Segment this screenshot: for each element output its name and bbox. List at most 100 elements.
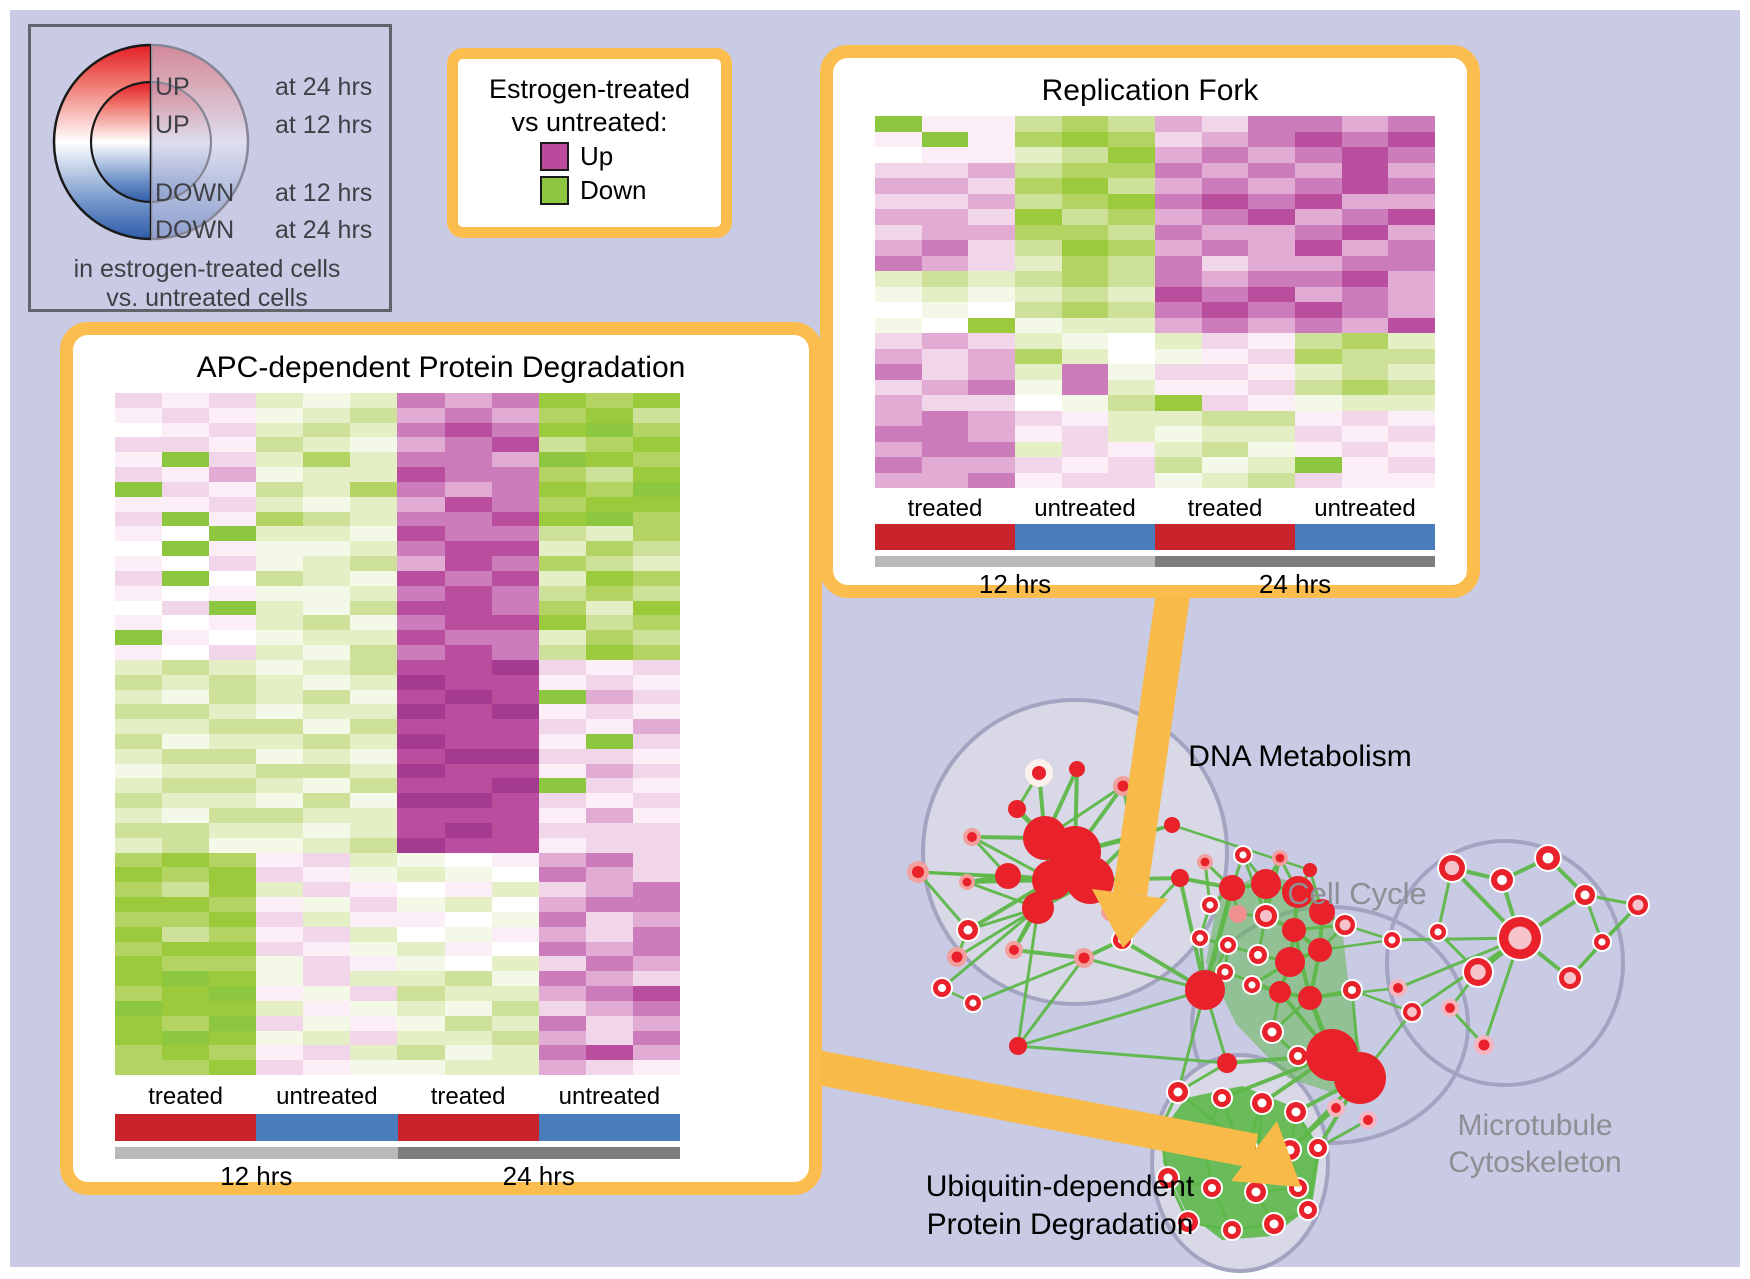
heatmap-cell — [538, 748, 586, 764]
heatmap-cell — [256, 719, 304, 734]
heatmap-cell — [1061, 441, 1109, 457]
heatmap-cell — [1388, 395, 1435, 411]
heatmap-cell — [162, 645, 210, 660]
heatmap-cell — [303, 971, 351, 987]
network-node-center — [1303, 1205, 1313, 1215]
heatmap-cell — [444, 822, 492, 838]
heatmap-cell — [491, 393, 539, 408]
heatmap-cell — [1015, 224, 1062, 240]
heatmap-cell — [350, 437, 398, 453]
heatmap-cell — [350, 407, 398, 423]
heatmap-cell — [632, 1045, 680, 1061]
down-color-swatch — [540, 175, 569, 205]
heatmap-cell — [256, 986, 304, 1001]
heatmap-cell — [1155, 333, 1202, 349]
heatmap-cell — [209, 763, 257, 779]
heatmap-cell — [491, 541, 539, 557]
heatmap-cell — [444, 956, 492, 972]
heatmap-cell — [632, 704, 680, 720]
heatmap-cell — [538, 556, 586, 571]
heatmap-cell — [538, 541, 586, 557]
heatmap-cell — [538, 763, 586, 779]
network-edge — [916, 871, 970, 931]
network-node-center — [1580, 890, 1590, 900]
heatmap-cell — [397, 452, 445, 468]
apc-heatmap — [115, 393, 680, 1075]
heatmap-cell — [585, 822, 633, 838]
heatmap-cell — [115, 1045, 163, 1061]
heatmap-cell — [585, 941, 633, 957]
heatmap-cell — [1155, 271, 1202, 287]
updown-gradient-circle — [52, 41, 253, 245]
heatmap-cell — [1155, 193, 1202, 209]
heatmap-cell — [538, 1060, 586, 1075]
network-node-solid — [1309, 899, 1335, 925]
heatmap-cell — [303, 570, 351, 586]
heatmap-cell — [350, 748, 398, 764]
heatmap-cell — [397, 986, 445, 1001]
heatmap-cell — [875, 317, 922, 333]
heatmap-cell — [397, 734, 445, 749]
heatmap-cell — [1295, 193, 1342, 209]
heatmap-cell — [1108, 348, 1155, 364]
heatmap-cell — [256, 689, 304, 705]
heatmap-cell — [162, 467, 210, 482]
network-node-center — [1598, 938, 1606, 946]
heatmap-cell — [585, 659, 633, 675]
heatmap-cell — [1295, 348, 1342, 364]
heatmap-cell — [209, 630, 257, 646]
heatmap-cell — [875, 178, 922, 194]
heatmap-cell — [491, 822, 539, 838]
heatmap-cell — [162, 452, 210, 468]
heatmap-cell — [444, 393, 492, 408]
heatmap-cell — [538, 1030, 586, 1046]
heatmap-cell — [632, 407, 680, 423]
heatmap-cell — [921, 410, 969, 426]
heatmap-cell — [350, 496, 398, 512]
heatmap-cell — [1341, 426, 1389, 442]
faded-half-overlay — [151, 41, 253, 245]
heatmap-cell — [1295, 147, 1342, 163]
heatmap-cell — [1155, 457, 1202, 473]
network-node-core — [1363, 1115, 1373, 1125]
heatmap-cell — [115, 734, 163, 749]
heatmap-cell — [115, 1030, 163, 1046]
heatmap-cell — [1015, 317, 1062, 333]
heatmap-cell — [1201, 255, 1249, 271]
heatmap-cell — [444, 971, 492, 987]
heatmap-cell — [397, 526, 445, 542]
heatmap-cell — [209, 407, 257, 423]
heatmap-cell — [1108, 364, 1155, 380]
heatmap-cell — [256, 704, 304, 720]
heatmap-cell — [350, 941, 398, 957]
heatmap-cell — [1108, 255, 1155, 271]
untreated-bar-segment — [538, 1114, 680, 1141]
heatmap-cell — [256, 1030, 304, 1046]
heatmap-cell — [875, 457, 922, 473]
group-label: untreated — [276, 1083, 378, 1110]
network-node-core — [967, 832, 977, 842]
heatmap-cell — [209, 422, 257, 438]
heatmap-cell — [303, 393, 351, 408]
heatmap-cell — [538, 452, 586, 468]
heatmap-cell — [491, 645, 539, 660]
network-node-core — [911, 865, 925, 879]
heatmap-cell — [115, 1015, 163, 1031]
heatmap-cell — [162, 481, 210, 497]
network-node-center — [1434, 928, 1442, 936]
heatmap-cell — [538, 511, 586, 527]
up-color-swatch — [540, 141, 569, 171]
network-edge — [1083, 956, 1206, 992]
heatmap-cell — [1155, 395, 1202, 411]
heatmap-cell — [921, 147, 969, 163]
heatmap-cell — [209, 986, 257, 1001]
network-node-solid — [1008, 800, 1026, 818]
heatmap-cell — [1295, 379, 1342, 395]
heatmap-cell — [491, 1045, 539, 1061]
heatmap-cell — [1201, 364, 1249, 380]
heatmap-cell — [1108, 395, 1155, 411]
heatmap-cell — [444, 719, 492, 734]
heatmap-cell — [397, 1015, 445, 1031]
heatmap-cell — [1295, 255, 1342, 271]
group-label: treated — [148, 1083, 223, 1110]
